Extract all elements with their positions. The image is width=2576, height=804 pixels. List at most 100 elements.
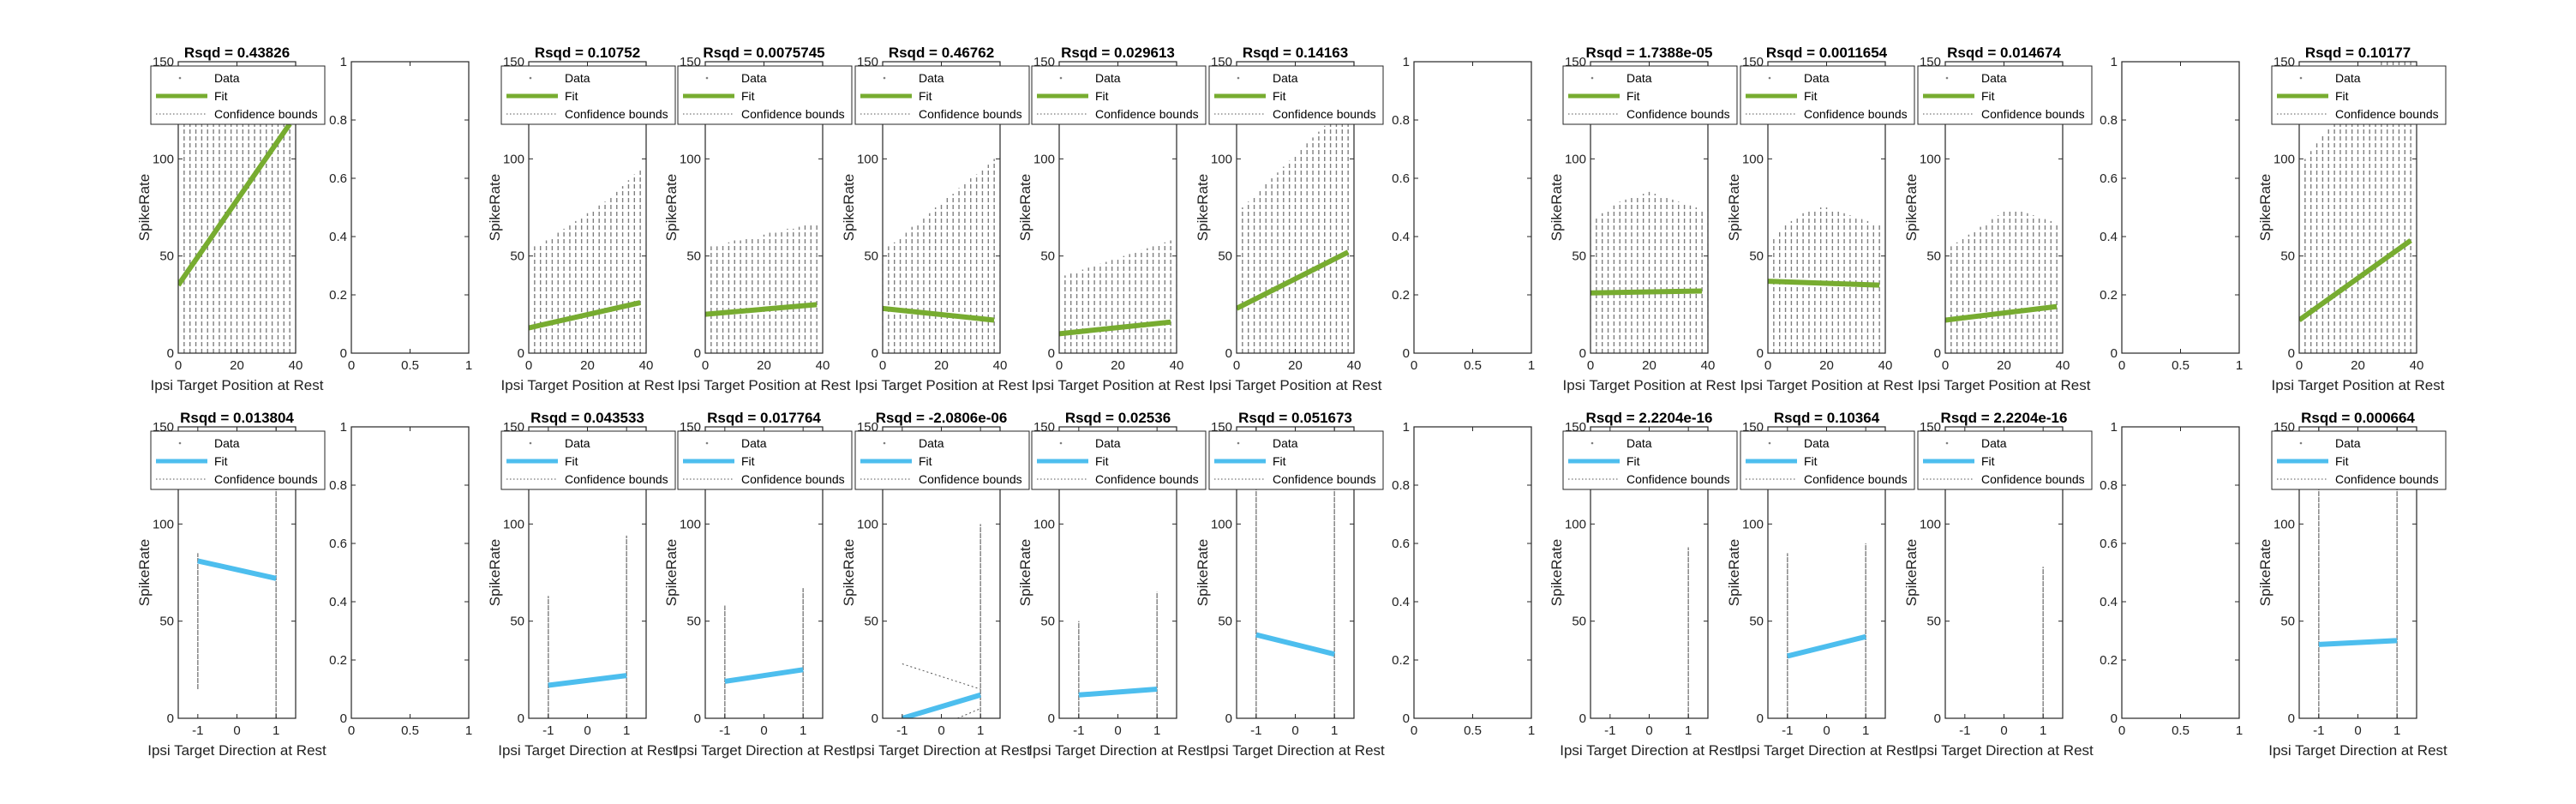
plot-area [1787, 543, 1866, 718]
plot-area [529, 168, 641, 353]
x-tick-label: 1 [2236, 723, 2243, 738]
x-tick-label: 0 [760, 723, 767, 738]
x-axis-label: Ipsi Target Direction at Rest [2268, 742, 2447, 759]
x-tick-label: -1 [192, 723, 203, 738]
subplot-title: Rsqd = 0.051673 [1238, 410, 1352, 426]
y-axis-label: SpikeRate [136, 539, 153, 606]
legend-bounds-label: Confidence bounds [2335, 472, 2439, 486]
legend-fit-label: Fit [741, 89, 755, 103]
subplot-r1-c11: 0 0.5 1 0 0.2 0.4 0.6 0.8 1 [2100, 420, 2243, 738]
subplot-title: Rsqd = 0.000664 [2301, 410, 2415, 426]
subplot-title: Rsqd = 0.46762 [889, 45, 994, 61]
x-tick-label: -1 [2313, 723, 2324, 738]
legend-bounds-label: Confidence bounds [214, 107, 318, 121]
legend: Data Fit Confidence bounds [500, 430, 676, 490]
y-tick-label: 0.8 [1392, 478, 1410, 493]
fit-line [197, 558, 277, 581]
subplot-title: Rsqd = -2.0806e-06 [876, 410, 1008, 426]
x-tick-label: 0 [1645, 723, 1652, 738]
plot-area [1945, 209, 2058, 353]
y-tick-label: 100 [2273, 517, 2295, 531]
x-tick-label: 0 [1114, 723, 1121, 738]
y-tick-label: 100 [1742, 152, 1764, 166]
plot-area [1237, 102, 1350, 353]
x-tick-label: -1 [1250, 723, 1261, 738]
legend: Data Fit Confidence bounds [1562, 430, 1738, 490]
fit-line [724, 667, 804, 684]
y-tick-label: 0.6 [2100, 537, 2118, 551]
legend-data-label: Data [1626, 436, 1652, 450]
y-tick-label: 0.8 [2100, 478, 2118, 493]
x-tick-label: 1 [2393, 723, 2400, 738]
legend-fit-label: Fit [1981, 89, 1995, 103]
subplot-title: Rsqd = 0.10177 [2305, 45, 2411, 61]
x-tick-label: -1 [1604, 723, 1615, 738]
subplot-r0-c7: 0 0.5 1 0 0.2 0.4 0.6 0.8 1 [1392, 55, 1535, 373]
fit-line [1255, 632, 1335, 657]
legend-data-label: Data [1981, 71, 2007, 85]
y-tick-label: 0 [1579, 346, 1586, 361]
y-tick-label: 0 [872, 711, 878, 726]
x-tick-label: 20 [1111, 358, 1125, 373]
x-tick-label: 1 [2040, 723, 2046, 738]
subplot-title: Rsqd = 0.02536 [1065, 410, 1171, 426]
legend-data-label: Data [1804, 71, 1830, 85]
legend-data-marker [529, 76, 532, 80]
y-tick-label: 50 [1749, 249, 1764, 264]
legend-data-marker [1059, 441, 1063, 445]
x-tick-label: 0 [175, 358, 182, 373]
legend-data-marker [1059, 76, 1063, 80]
x-tick-label: 0 [1291, 723, 1298, 738]
legend: Data Fit Confidence bounds [1740, 65, 1915, 125]
y-tick-label: 100 [2273, 152, 2295, 166]
plot-area [178, 100, 292, 353]
y-tick-label: 0 [1934, 346, 1941, 361]
y-tick-label: 0.4 [2100, 230, 2118, 244]
legend-fit-label: Fit [2335, 89, 2349, 103]
x-axis-label: Ipsi Target Position at Rest [2272, 377, 2445, 393]
plot-area [705, 223, 818, 353]
y-tick-label: 0 [518, 346, 524, 361]
legend-data-marker [1237, 76, 1240, 80]
y-tick-label: 50 [2280, 615, 2295, 629]
legend: Data Fit Confidence bounds [854, 430, 1030, 490]
legend-bounds-label: Confidence bounds [919, 472, 1022, 486]
axes-box [350, 61, 470, 354]
x-tick-label: 0.5 [401, 358, 419, 373]
legend: Data Fit Confidence bounds [500, 65, 676, 125]
fit-line [1787, 633, 1866, 659]
legend-fit-label: Fit [1626, 89, 1640, 103]
legend-bounds-label: Confidence bounds [1626, 472, 1730, 486]
legend: Data Fit Confidence bounds [1917, 65, 2093, 125]
legend-data-marker [2299, 76, 2303, 80]
legend: Data Fit Confidence bounds [677, 65, 853, 125]
y-axis-label: SpikeRate [1195, 174, 1211, 241]
legend-data-marker [705, 441, 709, 445]
y-tick-label: 50 [1926, 249, 1941, 264]
legend-data-label: Data [565, 71, 590, 85]
legend: Data Fit Confidence bounds [1740, 430, 1915, 490]
x-tick-label: 40 [289, 358, 303, 373]
y-tick-label: 0 [167, 346, 174, 361]
x-tick-label: -1 [896, 723, 908, 738]
legend-data-marker [1768, 76, 1771, 80]
legend-fit-label: Fit [919, 454, 932, 468]
axes-box [1413, 426, 1532, 719]
legend-data-marker [1945, 441, 1949, 445]
y-axis-label: SpikeRate [1549, 174, 1565, 241]
legend-bounds-label: Confidence bounds [1804, 107, 1908, 121]
y-tick-label: 100 [857, 517, 878, 531]
y-tick-label: 0.2 [2100, 653, 2118, 668]
legend-data-marker [1591, 76, 1594, 80]
legend-data-label: Data [1981, 436, 2007, 450]
y-tick-label: 100 [1033, 152, 1055, 166]
y-tick-label: 100 [680, 152, 701, 166]
legend-bounds-label: Confidence bounds [1804, 472, 1908, 486]
legend-bounds-label: Confidence bounds [1981, 107, 2085, 121]
legend-bounds-label: Confidence bounds [741, 472, 845, 486]
legend: Data Fit Confidence bounds [1031, 430, 1207, 490]
legend-bounds-label: Confidence bounds [1273, 107, 1376, 121]
